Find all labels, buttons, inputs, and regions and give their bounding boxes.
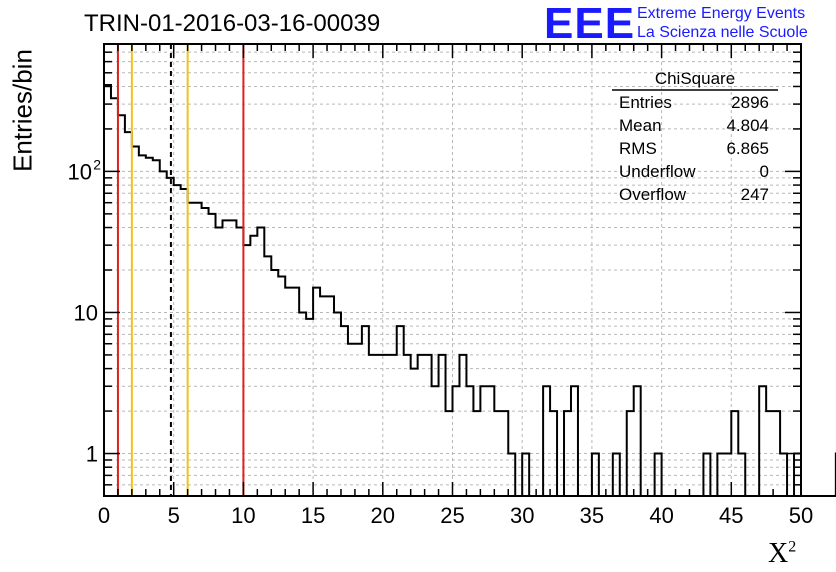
- stats-value: 2896: [731, 93, 769, 112]
- stats-label: Overflow: [619, 185, 687, 204]
- stats-value: 247: [740, 185, 769, 204]
- eee-logo: EEE: [544, 0, 636, 48]
- y-tick-label-sup: 2: [93, 156, 101, 172]
- x-tick-label: 40: [649, 503, 673, 528]
- x-tick-label: 30: [510, 503, 534, 528]
- stats-label: Entries: [619, 93, 672, 112]
- x-tick-label: 50: [789, 503, 813, 528]
- y-tick-label: 10: [74, 300, 98, 325]
- x-axis-label-sup: 2: [788, 538, 797, 556]
- x-tick-label: 15: [301, 503, 325, 528]
- x-tick-label: 35: [580, 503, 604, 528]
- x-tick-label: 20: [371, 503, 395, 528]
- stats-row-underflow: Underflow 0: [619, 162, 769, 182]
- stats-row-rms: RMS 6.865: [619, 139, 769, 159]
- x-tick-label: 25: [440, 503, 464, 528]
- stats-label: RMS: [619, 139, 657, 158]
- chart-title: TRIN-01-2016-03-16-00039: [84, 10, 381, 37]
- x-tick-label: 5: [168, 503, 180, 528]
- x-tick-label: 0: [98, 503, 110, 528]
- stats-value: 0: [759, 162, 769, 181]
- y-tick-label: 1: [86, 442, 98, 467]
- y-tick-label: 10: [68, 159, 92, 184]
- x-axis-label: X2: [768, 538, 796, 570]
- logo-line-1: Extreme Energy Events: [637, 5, 806, 22]
- stats-box-title: ChiSquare: [654, 69, 736, 88]
- stats-label: Mean: [619, 116, 662, 135]
- logo-line-2: La Scienza nelle Scuole: [637, 24, 808, 41]
- stats-value: 6.865: [726, 139, 769, 158]
- x-tick-label: 10: [231, 503, 255, 528]
- stats-row-overflow: Overflow 247: [619, 185, 769, 205]
- x-tick-label: 45: [719, 503, 743, 528]
- y-axis-label: Entries/bin: [7, 49, 38, 172]
- stats-row-mean: Mean 4.804: [619, 116, 769, 136]
- x-axis-label-base: X: [768, 538, 789, 569]
- stats-row-entries: Entries 2896: [619, 93, 769, 113]
- stats-label: Underflow: [619, 162, 696, 181]
- stats-value: 4.804: [726, 116, 769, 135]
